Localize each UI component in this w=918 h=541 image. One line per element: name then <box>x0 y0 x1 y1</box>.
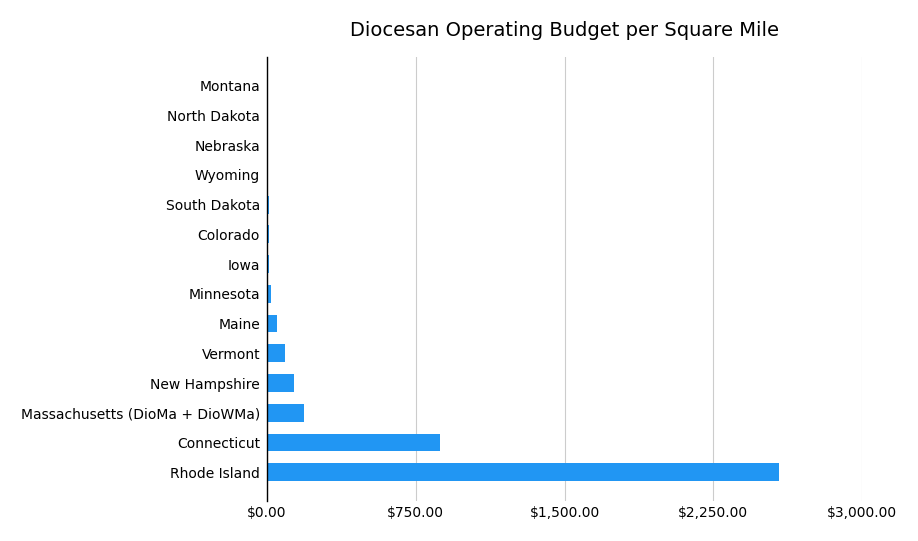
Bar <box>267 374 294 392</box>
Bar <box>267 226 269 243</box>
Bar <box>267 315 276 333</box>
Bar <box>267 463 778 481</box>
Bar <box>267 166 268 184</box>
Title: Diocesan Operating Budget per Square Mile: Diocesan Operating Budget per Square Mil… <box>350 21 779 40</box>
Bar <box>267 433 440 451</box>
Bar <box>267 345 285 362</box>
Bar <box>267 196 269 214</box>
Bar <box>267 285 271 303</box>
Bar <box>267 255 269 273</box>
Bar <box>267 404 304 421</box>
